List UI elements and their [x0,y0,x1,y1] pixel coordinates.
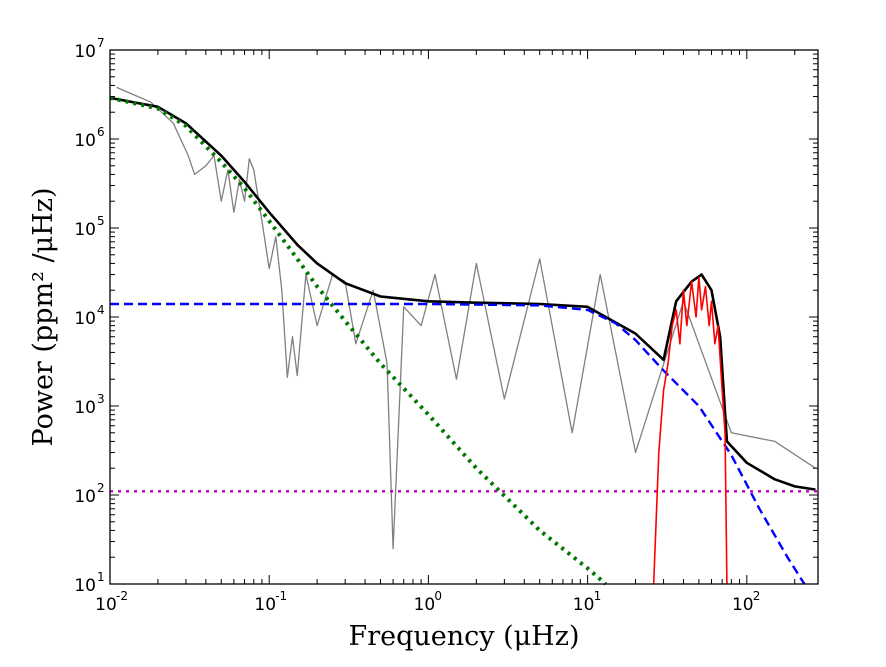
x-tick-exponent: 2 [753,589,761,603]
y-tick-label: 10 [74,398,96,418]
x-tick-label: 10 [573,595,595,615]
y-tick-exponent: 1 [97,570,105,584]
x-tick-exponent: 1 [594,589,602,603]
tick-label-layer: 10 -2 10 -1 10 0 10 1 10 210 110 210 310 410 510 610 7 [74,36,760,615]
y-tick-exponent: 3 [97,392,105,406]
y-tick-label: 10 [74,487,96,507]
y-tick-label: 10 [74,309,96,329]
y-tick-exponent: 5 [97,214,105,228]
series-low-frequency-component-line [109,95,608,586]
y-tick-label: 10 [74,220,96,240]
y-tick-label: 10 [74,42,96,62]
y-tick-exponent: 7 [97,36,105,50]
series-granulation-component-line [110,302,806,585]
x-axis-label: Frequency (μHz) [348,621,579,652]
x-tick-label: 10 [254,595,276,615]
plot-frame [109,49,819,585]
x-tick-label: 10 [95,595,117,615]
y-tick-exponent: 2 [97,481,105,495]
y-tick-exponent: 6 [97,125,105,139]
y-tick-exponent: 4 [97,303,105,317]
series-oscillation-excess-line [652,276,728,585]
y-axis-label: Power (ppm² /μHz) [28,188,59,447]
series-layer [109,86,818,586]
y-tick-label: 10 [74,131,96,151]
x-tick-label: 10 [414,595,436,615]
y-tick-label: 10 [74,576,96,596]
x-tick-exponent: 0 [434,589,442,603]
x-tick-exponent: -1 [275,589,287,603]
x-tick-exponent: -2 [116,589,128,603]
x-tick-label: 10 [732,595,754,615]
series-observed-power-spectrum-line [116,86,816,550]
series-global-background-fit-line [109,96,816,491]
tick-layer [109,49,818,585]
